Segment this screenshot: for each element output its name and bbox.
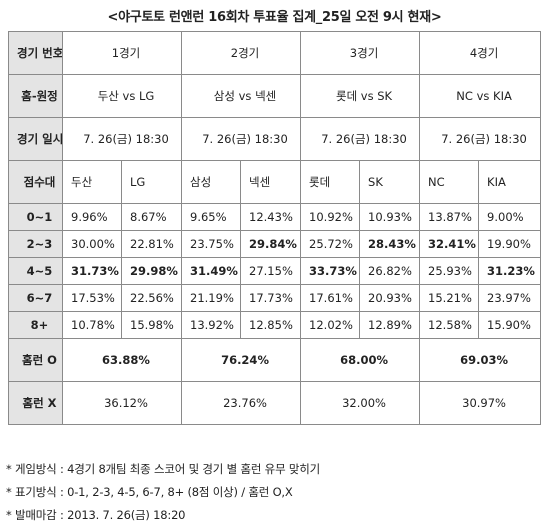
vote-rate-cell: 9.65% <box>181 203 242 231</box>
vote-rate-cell: 12.43% <box>240 203 302 231</box>
vote-rate-cell: 22.81% <box>120 230 183 258</box>
vote-rate-cell: 20.93% <box>359 284 421 312</box>
score-row: 2~3 30.00% 22.81% 23.75% 29.84% 25.72% 28.43% 3… <box>8 230 542 258</box>
homerun-o-rate: 69.03% <box>419 338 542 382</box>
vote-rate-cell: 29.98% <box>120 257 183 285</box>
homerun-o-label: 홈런 O <box>8 338 63 382</box>
match-date: 7. 26(금) 18:30 <box>419 117 542 161</box>
match-pair: 롯데 vs SK <box>300 74 421 118</box>
team-row: 점수대 두산 LG 삼성 넥센 롯데 SK NC KIA <box>8 160 542 204</box>
homerun-o-rate: 76.24% <box>181 338 302 382</box>
note-notation: * 표기방식 : 0-1, 2-3, 4-5, 6-7, 8+ (8점 이상) … <box>6 485 293 499</box>
vote-rate-cell: 29.84% <box>240 230 302 258</box>
vote-rate-cell: 12.85% <box>240 311 302 339</box>
vote-rate-cell: 31.73% <box>62 257 122 285</box>
date-label: 경기 일시 <box>8 117 63 161</box>
vote-rate-cell: 27.15% <box>240 257 302 285</box>
score-row: 6~7 17.53% 22.56% 21.19% 17.73% 17.61% 20.93% 1… <box>8 284 542 312</box>
match-number-row: 경기 번호 1경기 2경기 3경기 4경기 <box>8 31 542 75</box>
homerun-x-rate: 32.00% <box>300 381 421 425</box>
vote-rate-cell: 15.21% <box>419 284 480 312</box>
vote-rate-cell: 21.19% <box>181 284 242 312</box>
team-name: NC <box>419 160 480 204</box>
vote-rate-cell: 25.72% <box>300 230 361 258</box>
homerun-x-rate: 36.12% <box>61 381 183 425</box>
vote-rate-cell: 13.87% <box>419 203 480 231</box>
match-date: 7. 26(금) 18:30 <box>300 117 421 161</box>
vote-rate-cell: 12.02% <box>300 311 361 339</box>
vote-rate-cell: 17.53% <box>62 284 122 312</box>
vote-rate-cell: 33.73% <box>300 257 361 285</box>
team-name: KIA <box>478 160 542 204</box>
match-date: 7. 26(금) 18:30 <box>61 117 183 161</box>
vote-rate-cell: 28.43% <box>359 230 421 258</box>
vote-rate-cell: 8.67% <box>120 203 183 231</box>
score-row: 0~1 9.96% 8.67% 9.65% 12.43% 10.92% 10.93% 13.8… <box>8 203 542 231</box>
vote-rate-table: 경기 번호 1경기 2경기 3경기 4경기 홈-원정 두산 vs LG 삼성 v… <box>8 31 542 425</box>
score-range: 8+ <box>8 311 63 339</box>
vote-rate-cell: 10.93% <box>359 203 421 231</box>
vote-rate-cell: 17.73% <box>240 284 302 312</box>
vote-rate-cell: 19.90% <box>478 230 542 258</box>
vote-rate-cell: 23.75% <box>181 230 242 258</box>
homerun-o-rate: 63.88% <box>61 338 183 382</box>
home-away-label: 홈-원정 <box>8 74 63 118</box>
team-name: 삼성 <box>181 160 242 204</box>
vote-rate-cell: 10.92% <box>300 203 361 231</box>
date-row: 경기 일시 7. 26(금) 18:30 7. 26(금) 18:30 7. 2… <box>8 117 542 161</box>
vote-rate-cell: 30.00% <box>62 230 122 258</box>
match-number: 4경기 <box>419 31 542 75</box>
vote-rate-cell: 9.00% <box>478 203 542 231</box>
vote-rate-cell: 15.90% <box>478 311 542 339</box>
match-pair: NC vs KIA <box>419 74 542 118</box>
vote-rate-cell: 31.23% <box>478 257 542 285</box>
score-range: 2~3 <box>8 230 63 258</box>
vote-rate-cell: 31.49% <box>181 257 242 285</box>
note-game-method: * 게임방식 : 4경기 8개팀 최종 스코어 및 경기 별 홈런 유무 맞히기 <box>6 462 321 476</box>
score-range: 6~7 <box>8 284 63 312</box>
homerun-x-rate: 23.76% <box>181 381 302 425</box>
team-name: 두산 <box>62 160 122 204</box>
vote-rate-cell: 15.98% <box>120 311 183 339</box>
note-deadline: * 발매마감 : 2013. 7. 26(금) 18:20 <box>6 508 186 522</box>
homerun-o-rate: 68.00% <box>300 338 421 382</box>
score-row: 8+ 10.78% 15.98% 13.92% 12.85% 12.02% 12.89% 12… <box>8 311 542 339</box>
match-pair: 삼성 vs 넥센 <box>181 74 302 118</box>
vote-rate-cell: 25.93% <box>419 257 480 285</box>
vote-rate-cell: 10.78% <box>62 311 122 339</box>
vote-rate-cell: 17.61% <box>300 284 361 312</box>
vote-rate-cell: 22.56% <box>120 284 183 312</box>
vote-rate-cell: 23.97% <box>478 284 542 312</box>
score-range: 4~5 <box>8 257 63 285</box>
page-title: <야구토토 런앤런 16회차 투표율 집계_25일 오전 9시 현재> <box>107 10 442 25</box>
vote-rate-cell: 13.92% <box>181 311 242 339</box>
team-name: SK <box>359 160 421 204</box>
score-range: 0~1 <box>8 203 63 231</box>
match-number: 3경기 <box>300 31 421 75</box>
homerun-x-rate: 30.97% <box>419 381 542 425</box>
match-number: 1경기 <box>61 31 183 75</box>
score-row: 4~5 31.73% 29.98% 31.49% 27.15% 33.73% 26.82% 2… <box>8 257 542 285</box>
score-range-label: 점수대 <box>8 160 63 204</box>
team-name: 넥센 <box>240 160 302 204</box>
homerun-x-label: 홈런 X <box>8 381 63 425</box>
home-away-row: 홈-원정 두산 vs LG 삼성 vs 넥센 롯데 vs SK NC vs KI… <box>8 74 542 118</box>
match-pair: 두산 vs LG <box>61 74 183 118</box>
team-name: LG <box>120 160 183 204</box>
vote-rate-cell: 26.82% <box>359 257 421 285</box>
homerun-o-row: 홈런 O 63.88% 76.24% 68.00% 69.03% <box>8 338 542 382</box>
homerun-x-row: 홈런 X 36.12% 23.76% 32.00% 30.97% <box>8 381 542 425</box>
vote-rate-cell: 9.96% <box>62 203 122 231</box>
match-number: 2경기 <box>181 31 302 75</box>
match-date: 7. 26(금) 18:30 <box>181 117 302 161</box>
match-number-label: 경기 번호 <box>8 31 63 75</box>
team-name: 롯데 <box>300 160 361 204</box>
vote-rate-cell: 32.41% <box>419 230 480 258</box>
notes: * 게임방식 : 4경기 8개팀 최종 스코어 및 경기 별 홈런 유무 맞히기… <box>6 458 320 527</box>
vote-rate-cell: 12.89% <box>359 311 421 339</box>
vote-rate-cell: 12.58% <box>419 311 480 339</box>
